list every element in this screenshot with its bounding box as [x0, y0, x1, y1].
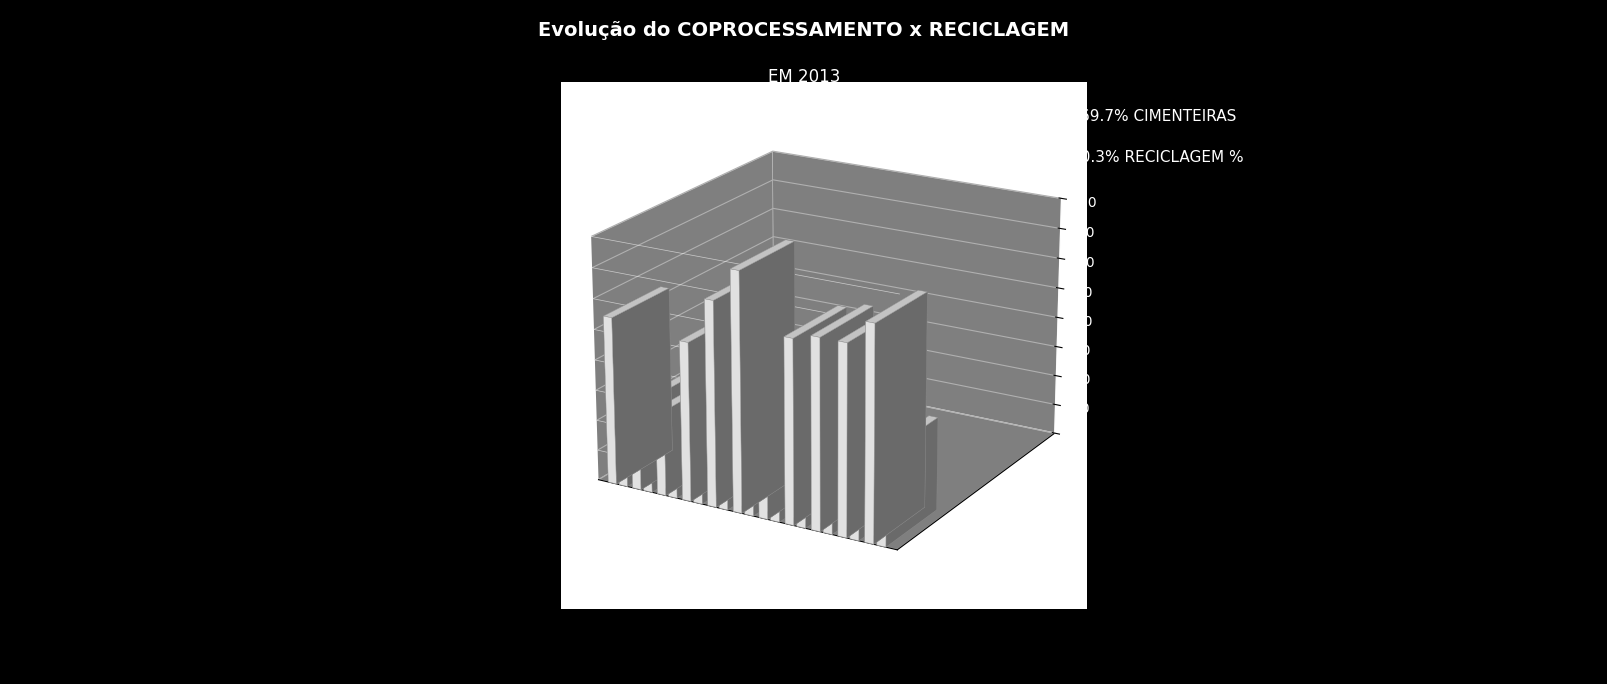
- Text: 30.3% RECICLAGEM %: 30.3% RECICLAGEM %: [1070, 150, 1244, 166]
- Text: Evolução do COPROCESSAMENTO x RECICLAGEM: Evolução do COPROCESSAMENTO x RECICLAGEM: [538, 21, 1069, 40]
- Text: EM 2013: EM 2013: [767, 68, 840, 86]
- Text: 69.7% CIMENTEIRAS: 69.7% CIMENTEIRAS: [1078, 109, 1236, 124]
